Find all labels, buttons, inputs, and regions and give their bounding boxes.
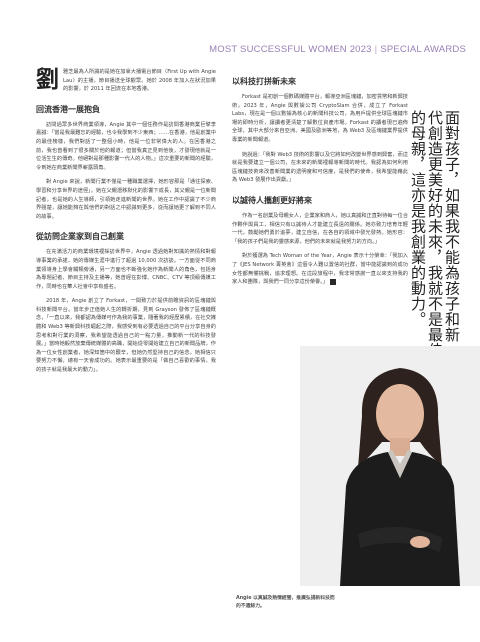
section-heading-tech-future: 以科技打拼新未來 [232,77,296,86]
section-paragraph: 她說過：「我對 Web3 技術的影響以及它將如何改變世界感到興奮，而這就是我要建… [232,151,408,184]
end-mark-icon: ▶ [329,278,343,285]
section-paragraph: 2018 年，Angie 創立了 Forkast，一間致力於提供前瞻資訊的區塊鏈… [36,298,216,374]
pull-quote: 面對孩子，如果我不能為孩子和新一代創造更美好的未來，我就不是最佳的母親，這亦是我… [409,110,461,358]
photo-caption: Angie 以真誠及熱情經營，推廣弘揚新科技而的不遺餘力。 [236,596,335,609]
section-paragraph: 對於獲選為 Tech Woman of the Year，Angie 表示十分榮… [232,252,408,286]
page-header: MOST SUCCESSFUL WOMEN 2023 | SPECIAL AWARD… [209,44,466,55]
section-paragraph: 對 Angie 來說，新聞行業不僅是一種職業選擇，她形容那是「通往探索、學習和分… [36,179,216,220]
header-separator: | [374,44,378,55]
section-paragraph: Forkast 是初創一個數碼媒體平台，報導亞洲區塊鏈，加密貨幣和新興技術。20… [232,94,408,143]
drop-cap: 劉 [36,66,59,93]
portrait-photo [300,346,480,586]
section-heading-sincerity: 以誠待人攜創更好將來 [232,195,312,205]
portrait-illustration [300,346,480,586]
section-paragraph: 在充滿活力的商業環境裡採訪世界中，Angie 透過她對知識的熱情和對報導事業的承… [36,249,216,290]
publication-title: MOST SUCCESSFUL WOMEN 2023 [209,44,372,55]
intro-text: 雅芝最為人所識的是她在加拿大播電台節目〈First Up with Angie … [63,69,216,93]
section-paragraph: 訪問過眾多世界商業領導，Angie 其中一個任務作是訪問香港商業巨擘李嘉誠：「當… [36,121,216,171]
intro-paragraph: 劉 雅芝最為人所識的是她在加拿大播電台節目〈First Up with Angi… [36,68,216,94]
section-heading-return-hk: 回流香港一展抱負 [36,104,100,114]
middle-column: 以科技打拼新未來 Forkast 是初創一個數碼媒體平台，報導亞洲區塊鏈，加密貨… [232,76,408,293]
left-column: 劉 雅芝最為人所識的是她在加拿大播電台節目〈First Up with Angi… [36,68,216,381]
section-paragraph: 作為一名創業及母親女人，企業家和商人，她以真誠和正直對待每一位合作夥伴與員工，相… [232,212,409,245]
closing-text: 對於獲選為 Tech Woman of the Year，Angie 表示十分榮… [232,253,408,286]
section-title: SPECIAL AWARDS [380,44,466,55]
section-heading-entrepreneur: 從訪問企業家到自己創業 [36,232,124,242]
